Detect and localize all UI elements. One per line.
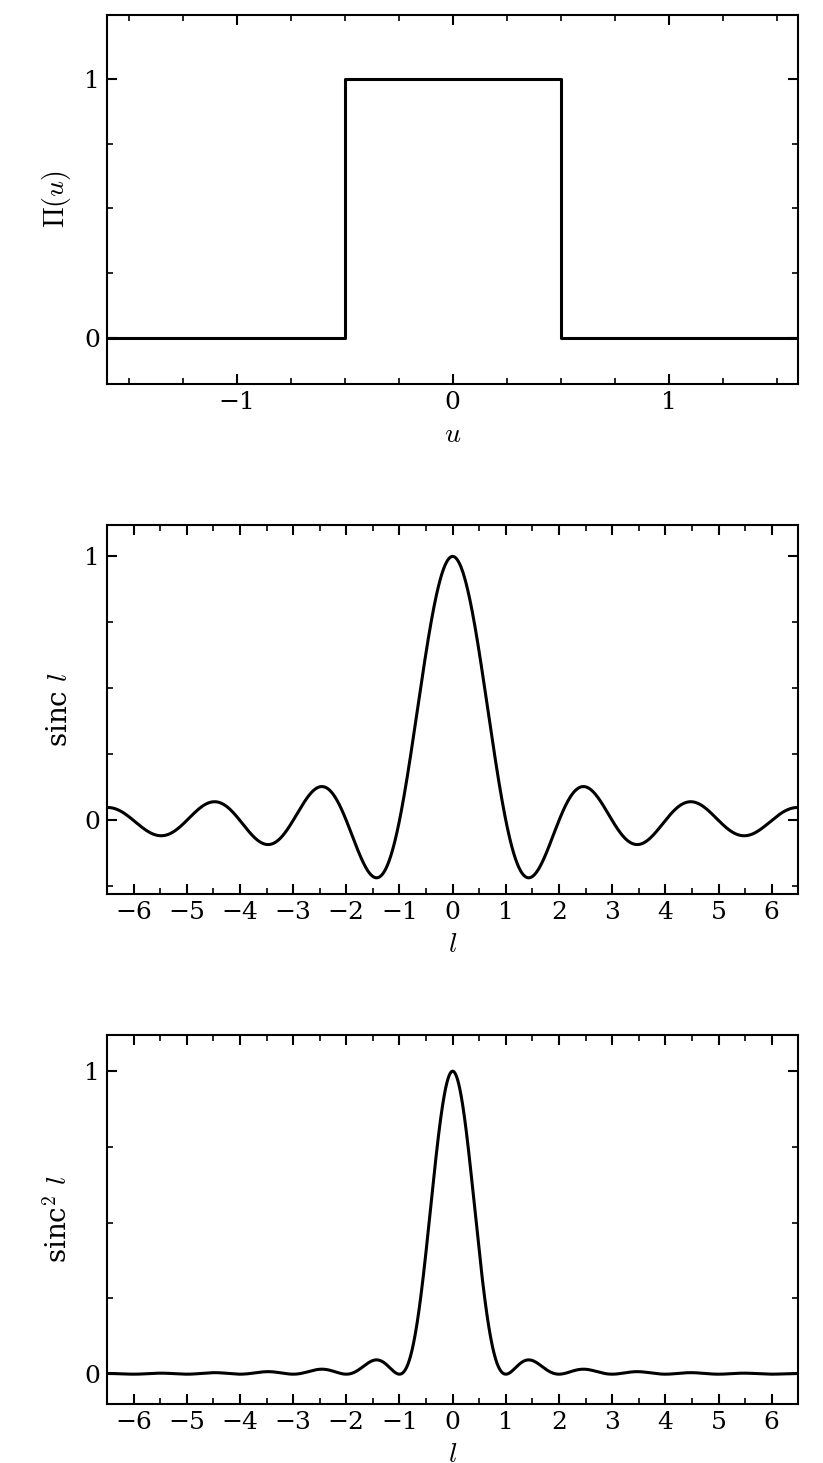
Y-axis label: $\Pi(u)$: $\Pi(u)$ (40, 171, 73, 228)
X-axis label: $l$: $l$ (448, 1441, 458, 1463)
Y-axis label: sinc$^2$ $l$: sinc$^2$ $l$ (44, 1176, 73, 1264)
Y-axis label: sinc $l$: sinc $l$ (46, 672, 73, 748)
X-axis label: $u$: $u$ (444, 421, 461, 448)
X-axis label: $l$: $l$ (448, 932, 458, 958)
